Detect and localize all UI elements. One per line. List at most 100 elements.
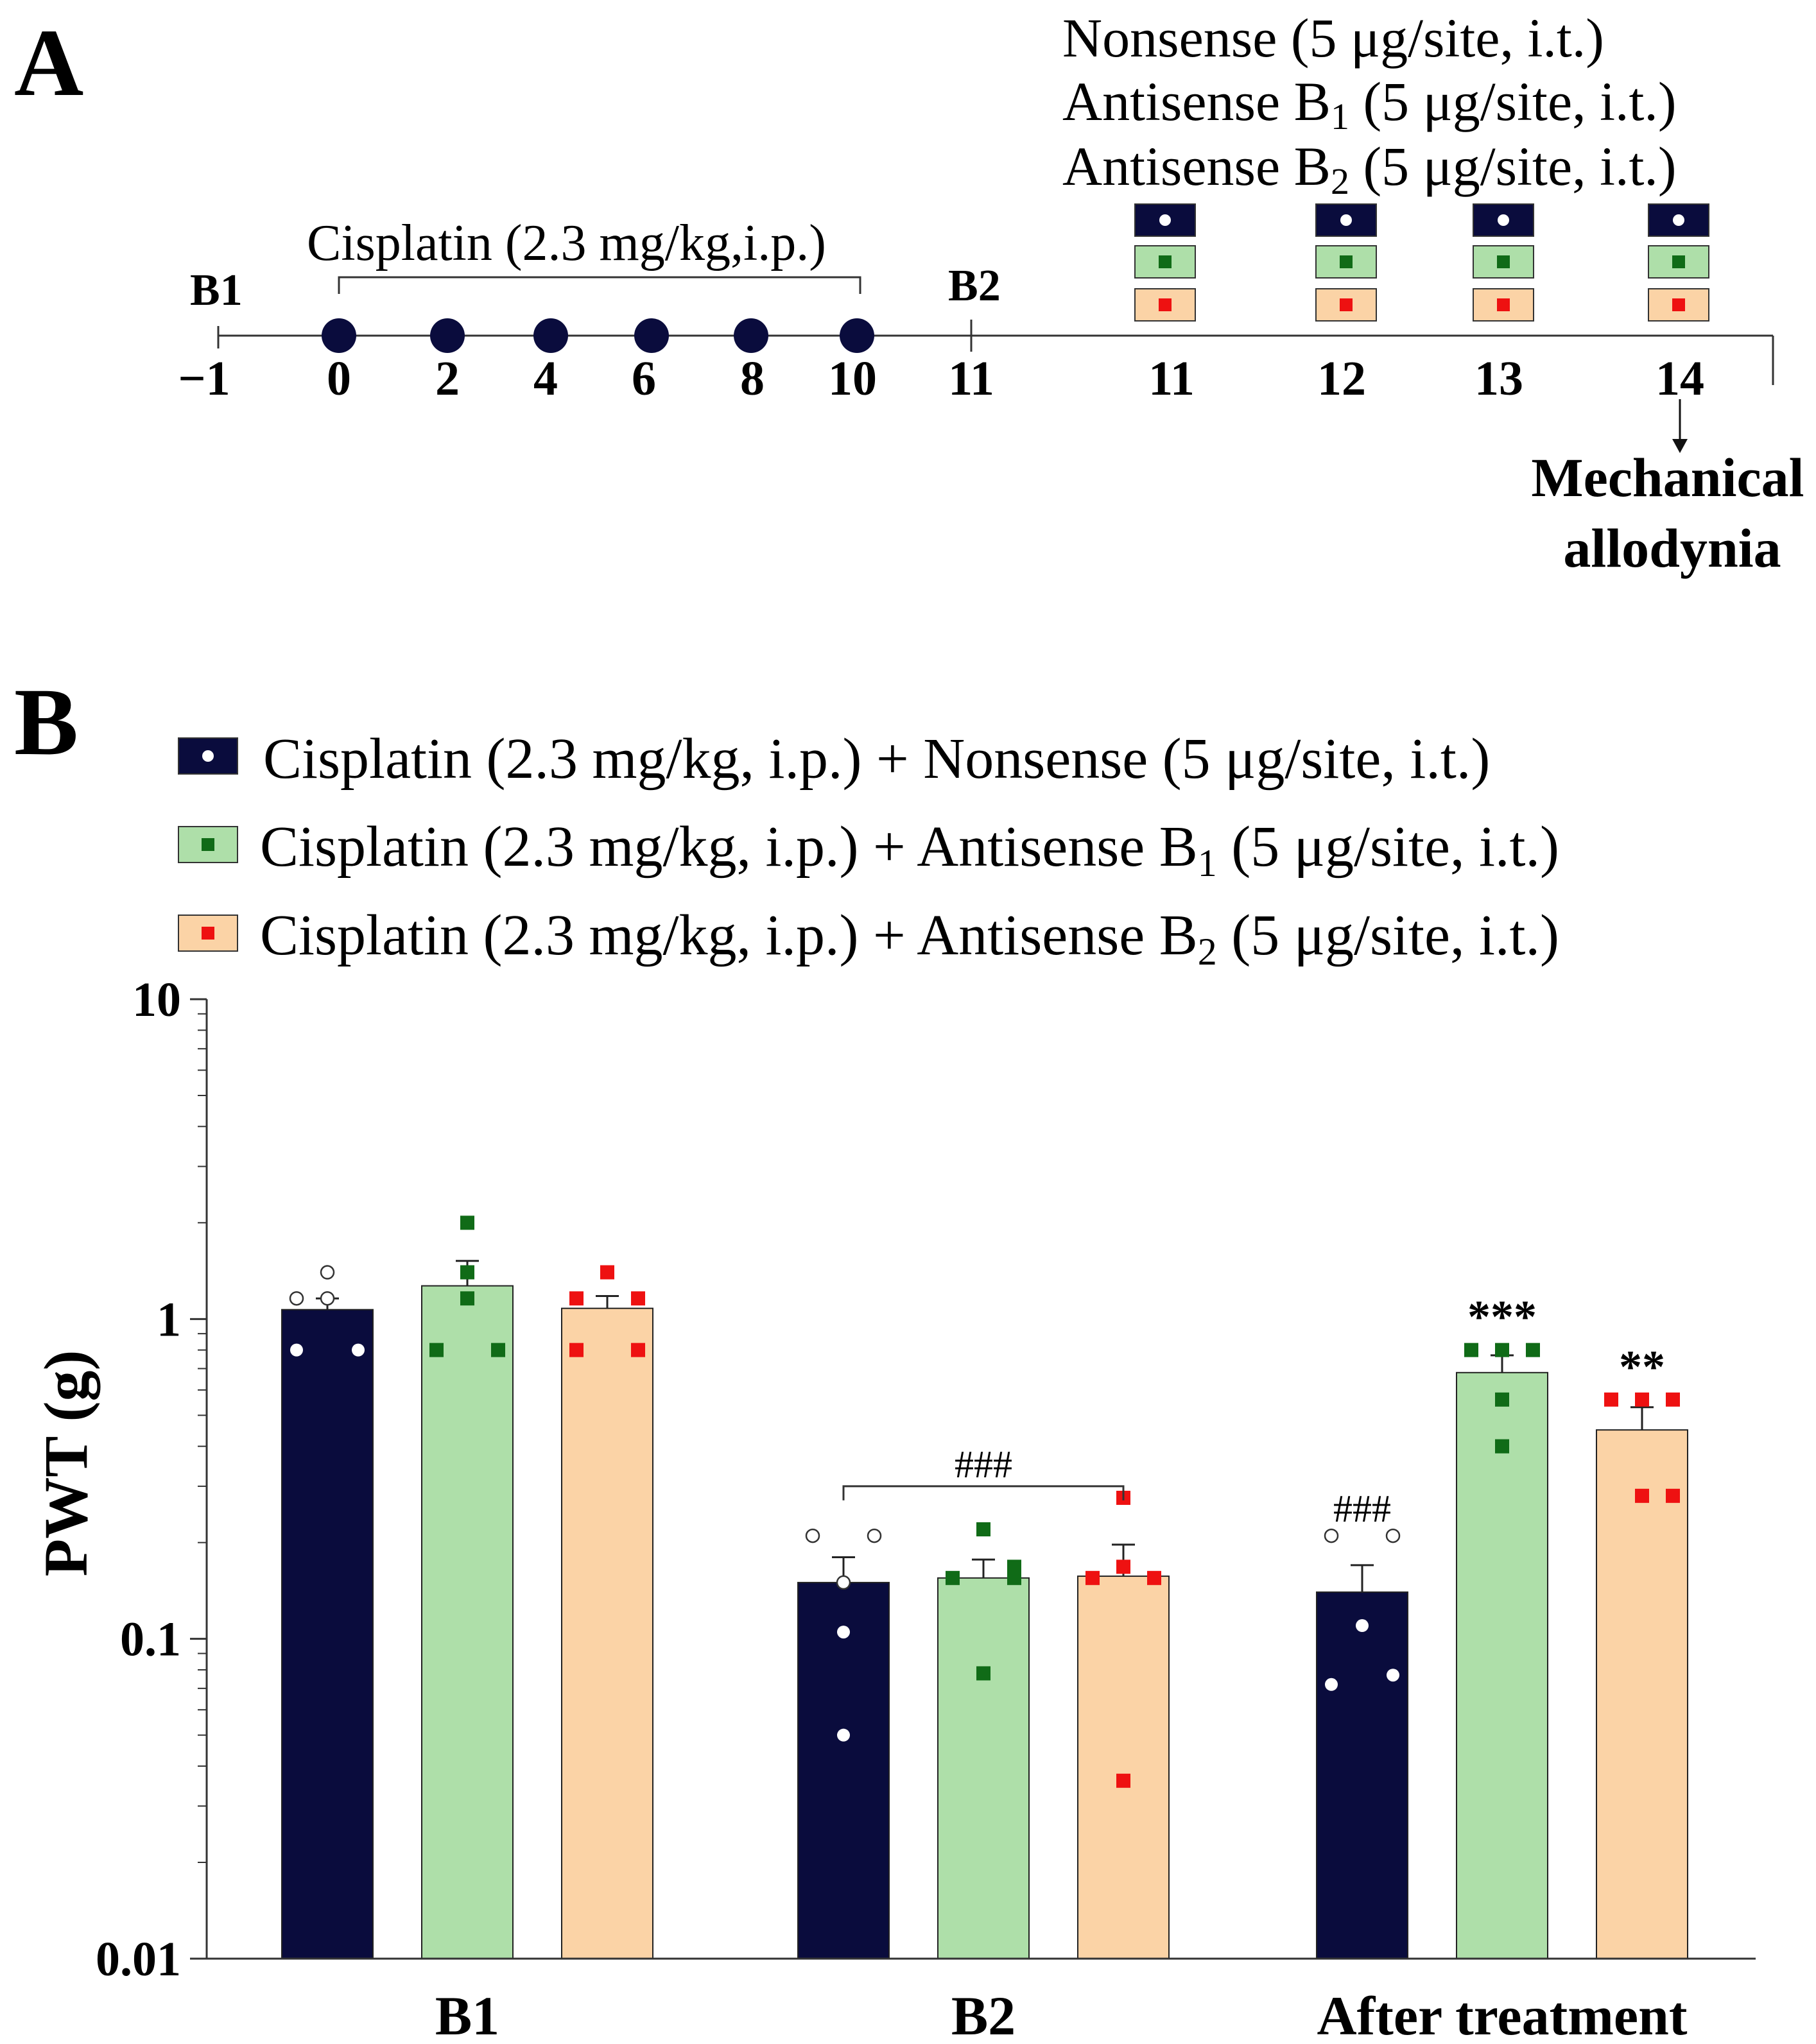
bar-nonsense-0 <box>281 1309 374 1959</box>
data-point-antisense_b1 <box>1007 1570 1021 1585</box>
timeline-day-label: 6 <box>632 352 656 406</box>
panel-a-treatment-antisense-b1: Antisense B1 (5 μg/site, i.t.) <box>1062 71 1677 137</box>
timeline-day-label: 0 <box>327 352 351 406</box>
y-tick-label: 1 <box>157 1293 181 1346</box>
treatment-marker-nonsense-day-11 <box>1134 203 1196 237</box>
bar-antisense_b2-0 <box>561 1307 653 1959</box>
legend-item-nonsense: Cisplatin (2.3 mg/kg, i.p.) + Nonsense (… <box>178 727 1490 791</box>
significance-label-after-treatment-nonsense: ### <box>1333 1488 1391 1530</box>
data-point-nonsense <box>1387 1669 1399 1682</box>
panel-a-treatment-list: Nonsense (5 μg/site, i.t.) Antisense B1 … <box>1062 7 1677 202</box>
data-point-antisense_b1 <box>1495 1392 1509 1407</box>
outcome-label-line1: Mechanical <box>1531 447 1804 508</box>
x-tick-label: B1 <box>435 1985 499 2044</box>
treatment-marker-antisense_b2-day-12 <box>1315 288 1377 322</box>
data-point-nonsense <box>867 1528 882 1543</box>
legend-item-antisense-b2: Cisplatin (2.3 mg/kg, i.p.) + Antisense … <box>178 904 1559 973</box>
y-tick-label: 10 <box>132 973 181 1027</box>
cisplatin-bracket <box>338 276 861 294</box>
legend-marker-nonsense <box>202 750 214 762</box>
data-point-antisense_b1 <box>1464 1343 1478 1357</box>
timeline-day-label: 2 <box>435 352 460 406</box>
significance-label-b2: ### <box>955 1443 1012 1486</box>
data-point-antisense_b1 <box>460 1291 474 1306</box>
x-tick-label: B2 <box>951 1985 1016 2044</box>
data-point-antisense_b2 <box>569 1343 584 1357</box>
timeline-day-label: 12 <box>1317 352 1366 406</box>
data-point-antisense_b1 <box>460 1265 474 1280</box>
treatment-marker-antisense_b2-day-14 <box>1648 288 1709 322</box>
data-point-nonsense <box>352 1343 365 1357</box>
treatment-marker-nonsense-day-13 <box>1473 203 1534 237</box>
treatment-marker-nonsense-day-14 <box>1648 203 1709 237</box>
data-point-nonsense <box>289 1291 304 1306</box>
data-point-nonsense <box>1385 1528 1401 1543</box>
y-tick-label: 0.1 <box>120 1613 181 1667</box>
panel-a-label: A <box>14 10 83 116</box>
legend-label-nonsense: Cisplatin (2.3 mg/kg, i.p.) + Nonsense (… <box>263 727 1490 791</box>
bar-antisense_b1-0 <box>421 1285 514 1959</box>
treatment-marker-antisense_b1-day-13 <box>1473 245 1534 279</box>
panel-b-label: B <box>14 669 78 775</box>
data-point-nonsense <box>320 1265 335 1280</box>
data-point-antisense_b1 <box>1526 1343 1540 1357</box>
treatment-dot <box>1498 214 1509 226</box>
bar-antisense_b2-2 <box>1596 1429 1688 1960</box>
bar-nonsense-2 <box>1316 1591 1408 1959</box>
data-point-nonsense <box>837 1626 850 1639</box>
treatment-dot <box>1340 214 1352 226</box>
data-point-nonsense <box>1324 1528 1339 1543</box>
x-tick-label: After treatment <box>1317 1985 1687 2044</box>
treatment-dot <box>1340 298 1353 311</box>
treatment-box <box>1648 203 1709 237</box>
data-point-antisense_b2 <box>1666 1392 1680 1407</box>
legend-marker-antisense-b1 <box>202 838 214 851</box>
data-point-antisense_b2 <box>1085 1570 1100 1585</box>
timeline-day-label: 8 <box>740 352 765 406</box>
bar-antisense_b2-1 <box>1077 1576 1170 1960</box>
data-point-antisense_b2 <box>1635 1392 1649 1407</box>
treatment-dot <box>1159 255 1172 268</box>
timeline: −1 0 2 4 6 8 10 11 11 12 13 14 <box>178 203 1774 406</box>
cisplatin-dosing-label: Cisplatin (2.3 mg/kg,i.p.) <box>307 215 826 271</box>
data-point-nonsense <box>1325 1678 1338 1691</box>
bar-antisense_b1-1 <box>937 1577 1030 1960</box>
cisplatin-injection-day-2 <box>430 318 465 353</box>
treatment-marker-antisense_b1-day-11 <box>1134 245 1196 279</box>
panel-a-treatment-antisense-b2: Antisense B2 (5 μg/site, i.t.) <box>1062 135 1677 202</box>
data-point-nonsense <box>320 1291 335 1306</box>
data-point-nonsense <box>837 1728 850 1742</box>
timeline-day-label: 13 <box>1474 352 1523 406</box>
treatment-dot <box>1159 214 1171 226</box>
data-point-nonsense <box>805 1528 820 1543</box>
cisplatin-injection-day-4 <box>533 318 568 353</box>
data-point-antisense_b2 <box>1147 1570 1161 1585</box>
timeline-day-label: 11 <box>948 352 994 406</box>
baseline-b2-label: B2 <box>948 261 1001 311</box>
legend-marker-antisense-b2 <box>202 927 214 940</box>
data-point-antisense_b2 <box>1604 1392 1618 1407</box>
data-point-antisense_b1 <box>976 1522 990 1537</box>
treatment-dot <box>1159 298 1172 311</box>
data-point-antisense_b1 <box>460 1215 474 1230</box>
y-tick-label: 0.01 <box>96 1932 181 1986</box>
outcome-label-line2: allodynia <box>1563 517 1781 579</box>
data-point-antisense_b1 <box>1495 1439 1509 1454</box>
legend-item-antisense-b1: Cisplatin (2.3 mg/kg, i.p.) + Antisense … <box>178 815 1559 884</box>
bar-nonsense-1 <box>797 1581 890 1959</box>
chart-legend: Cisplatin (2.3 mg/kg, i.p.) + Nonsense (… <box>178 727 1559 973</box>
timeline-day-label: 4 <box>533 352 558 406</box>
data-point-antisense_b2 <box>569 1291 584 1306</box>
timeline-day-label: 14 <box>1656 352 1704 406</box>
bar-antisense_b1-2 <box>1456 1371 1548 1960</box>
significance-label-after-treatment-antisense_b1: *** <box>1467 1291 1537 1343</box>
data-point-antisense_b2 <box>1116 1773 1130 1788</box>
treatment-dot <box>1672 255 1685 268</box>
treatment-marker-antisense_b1-day-12 <box>1315 245 1377 279</box>
data-point-nonsense <box>290 1343 303 1357</box>
data-point-antisense_b2 <box>1116 1559 1130 1574</box>
baseline-b1-label: B1 <box>190 266 243 315</box>
treatment-marker-nonsense-day-12 <box>1315 203 1377 237</box>
cisplatin-injection-day-6 <box>634 318 669 353</box>
